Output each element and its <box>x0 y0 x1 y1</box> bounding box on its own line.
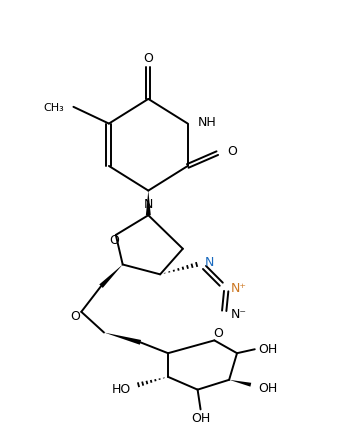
Text: O: O <box>213 326 223 339</box>
Polygon shape <box>146 191 151 216</box>
Text: N: N <box>144 198 153 211</box>
Text: N⁻: N⁻ <box>231 308 247 320</box>
Text: O: O <box>71 310 80 322</box>
Text: NH: NH <box>197 116 216 129</box>
Text: O: O <box>109 234 119 247</box>
Text: N: N <box>205 256 214 268</box>
Text: O: O <box>143 52 153 65</box>
Text: O: O <box>227 144 237 157</box>
Text: OH: OH <box>191 411 210 424</box>
Text: OH: OH <box>259 342 278 355</box>
Text: N⁺: N⁺ <box>231 281 247 294</box>
Text: CH₃: CH₃ <box>44 103 64 112</box>
Polygon shape <box>99 265 123 288</box>
Polygon shape <box>104 333 141 345</box>
Text: OH: OH <box>259 381 278 394</box>
Polygon shape <box>229 380 251 387</box>
Text: HO: HO <box>112 382 131 395</box>
